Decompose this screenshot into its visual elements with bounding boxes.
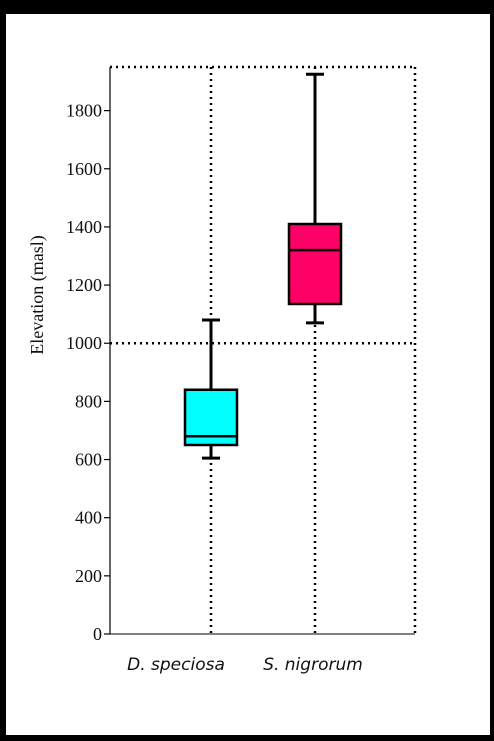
y-tick-label: 1600 <box>66 159 102 179</box>
y-axis: 0 200 400 600 800 1000 1200 1400 1600 1800 <box>66 67 415 644</box>
grid-layer <box>110 65 417 634</box>
boxes-layer <box>183 72 343 460</box>
y-tick-label: 1200 <box>66 275 102 295</box>
category-label: S. nigrorum <box>263 655 363 675</box>
iqr-box <box>287 222 343 306</box>
labels-layer: D. speciosa S. nigrorum <box>127 655 363 675</box>
box-2 <box>287 72 343 325</box>
y-tick-label: 400 <box>75 508 102 528</box>
y-tick-label: 0 <box>93 624 102 644</box>
y-tick-label: 600 <box>75 450 102 470</box>
y-tick-label: 200 <box>75 566 102 586</box>
box-1 <box>183 318 239 460</box>
y-tick-label: 1400 <box>66 217 102 237</box>
y-tick-label: 1000 <box>66 333 102 353</box>
y-tick-label: 800 <box>75 391 102 411</box>
category-label: D. speciosa <box>127 655 225 675</box>
y-axis-title: Elevation (masl) <box>27 235 48 354</box>
y-tick-label: 1800 <box>66 101 102 121</box>
